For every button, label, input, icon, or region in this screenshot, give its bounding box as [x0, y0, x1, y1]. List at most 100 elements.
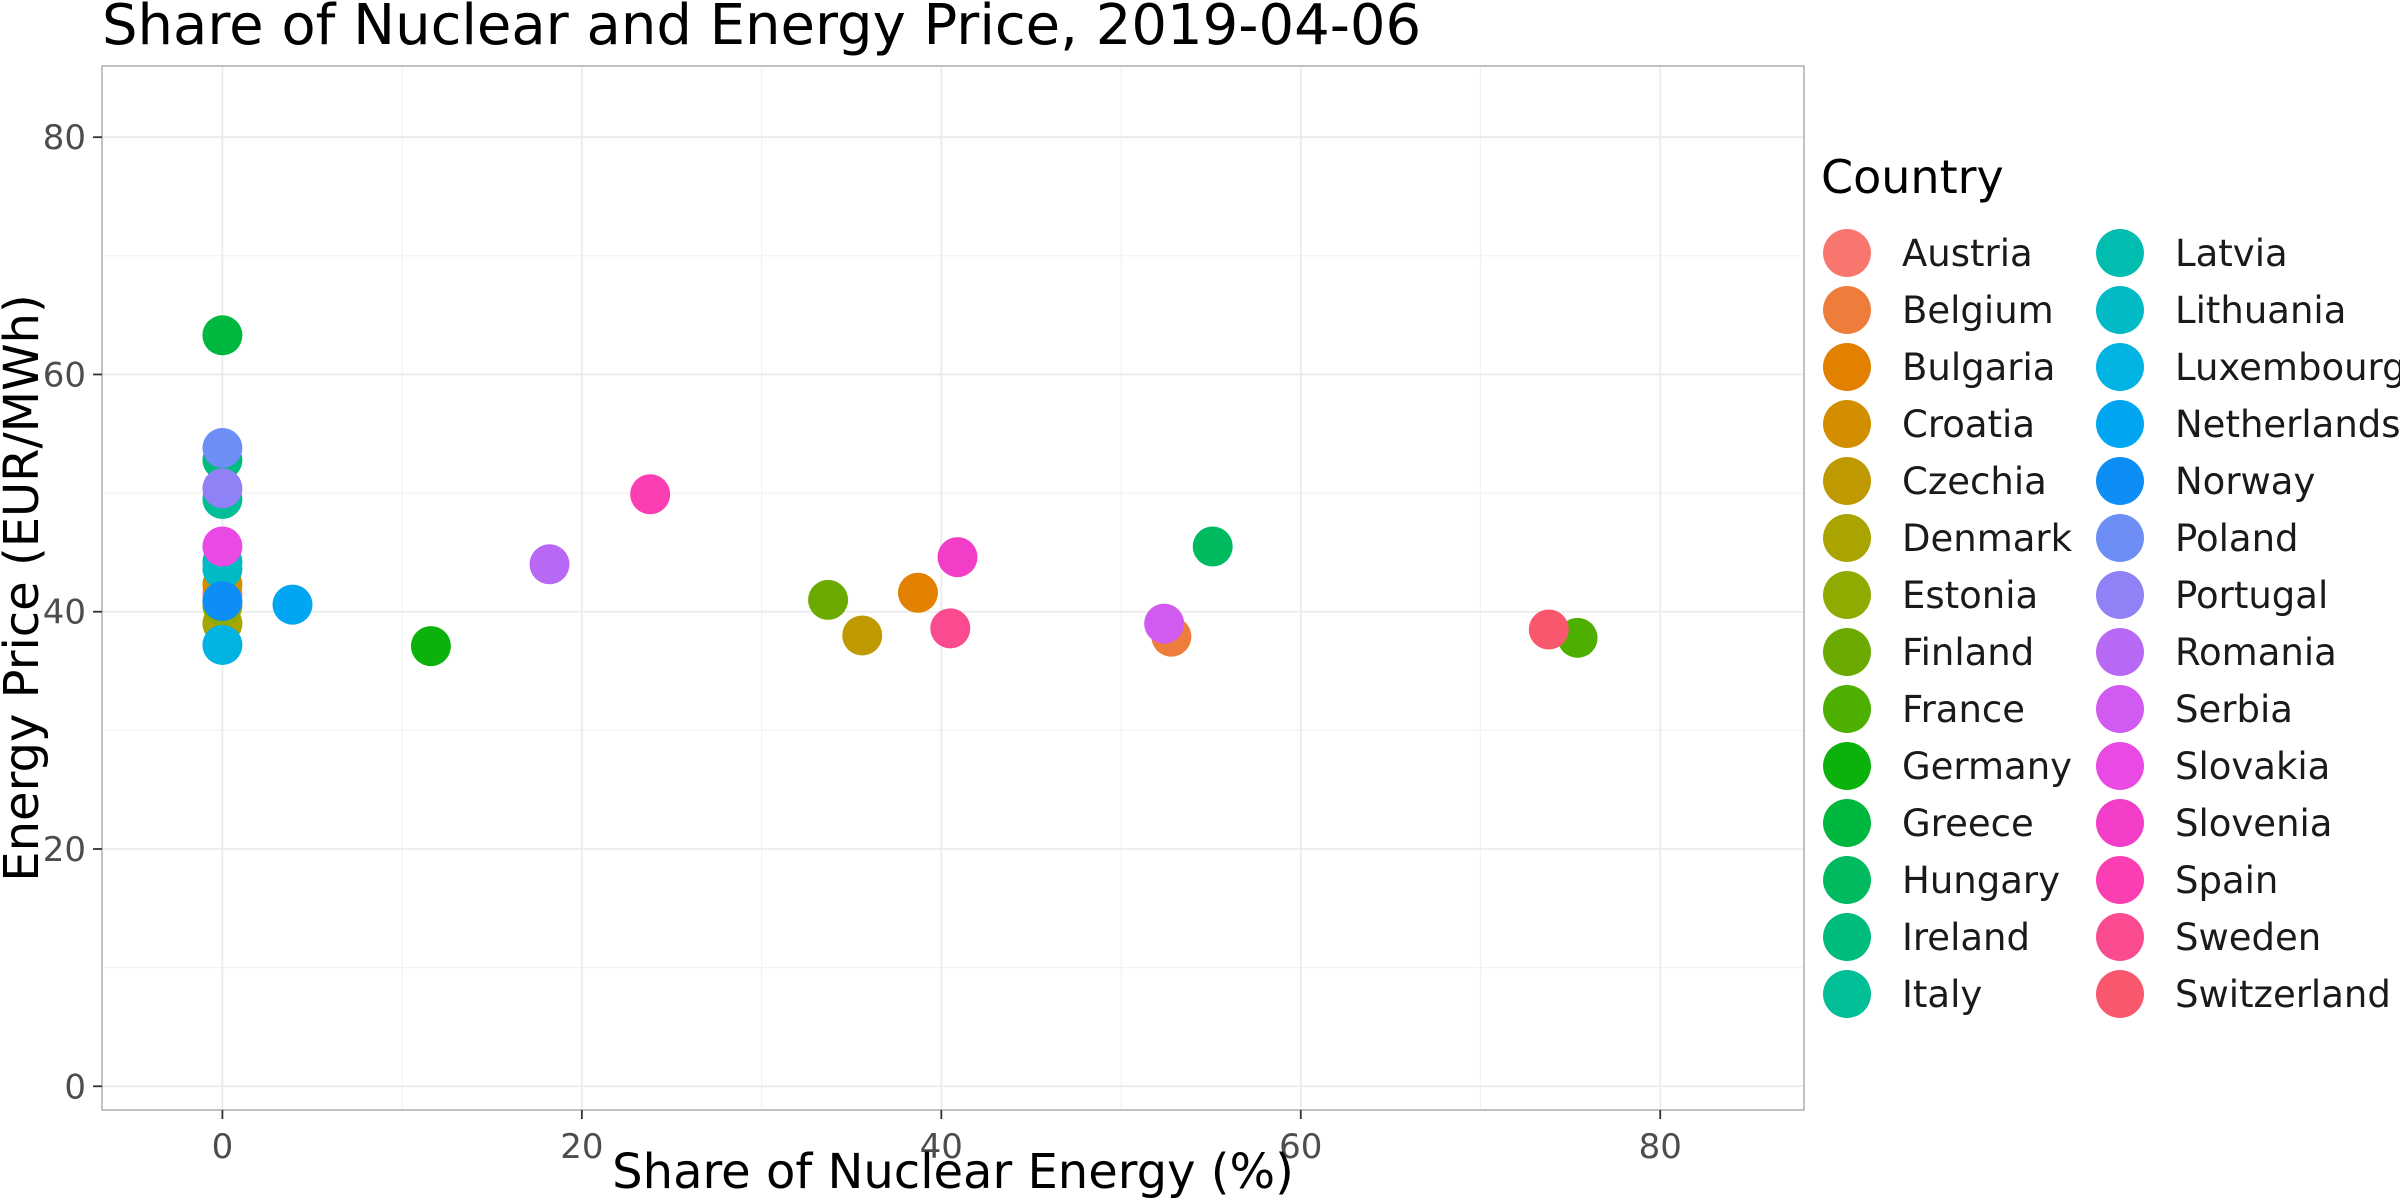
legend-item-greece: Greece — [1823, 799, 2034, 847]
legend-label: Italy — [1902, 973, 1982, 1016]
data-point-czechia — [842, 615, 883, 656]
data-point-slovenia — [937, 537, 978, 578]
legend-item-hungary: Hungary — [1823, 856, 2060, 904]
legend-item-czechia: Czechia — [1823, 457, 2047, 505]
data-point-germany — [410, 626, 451, 667]
legend-key-finland — [1823, 628, 1871, 676]
x-tick-label: 40 — [920, 1127, 963, 1167]
y-axis-title: Energy Price (EUR/MWh) — [0, 294, 50, 881]
legend-item-finland: Finland — [1823, 628, 2034, 676]
y-tick-label: 20 — [43, 830, 86, 870]
legend-key-denmark — [1823, 514, 1871, 562]
legend-key-belgium — [1823, 286, 1871, 334]
legend-item-bulgaria: Bulgaria — [1823, 343, 2055, 391]
y-axis-ticks: 0 20 40 60 80 — [43, 118, 102, 1107]
legend-item-italy: Italy — [1823, 970, 1982, 1018]
legend-item-luxembourg: Luxembourg — [2096, 343, 2400, 391]
legend-label: Spain — [2175, 859, 2278, 902]
legend-item-netherlands: Netherlands — [2096, 400, 2400, 448]
legend-key-estonia — [1823, 571, 1871, 619]
legend-key-greece — [1823, 799, 1871, 847]
data-point-bulgaria — [897, 572, 938, 613]
legend-key-serbia — [2096, 685, 2144, 733]
data-point-switzerland — [1528, 609, 1569, 650]
legend-item-croatia: Croatia — [1823, 400, 2035, 448]
legend-key-latvia — [2096, 229, 2144, 277]
legend-key-croatia — [1823, 400, 1871, 448]
legend-item-portugal: Portugal — [2096, 571, 2328, 619]
legend-label: Portugal — [2175, 574, 2328, 617]
legend-label: Bulgaria — [1902, 346, 2055, 389]
y-tick-label: 40 — [43, 593, 86, 633]
legend-key-portugal — [2096, 571, 2144, 619]
legend-key-czechia — [1823, 457, 1871, 505]
legend-item-ireland: Ireland — [1823, 913, 2030, 961]
legend-title: Country — [1821, 150, 2004, 204]
legend-item-sweden: Sweden — [2096, 913, 2321, 961]
legend-key-slovakia — [2096, 742, 2144, 790]
legend-key-norway — [2096, 457, 2144, 505]
data-point-luxembourg — [202, 624, 243, 665]
legend-label: Czechia — [1902, 460, 2047, 503]
legend-key-slovenia — [2096, 799, 2144, 847]
legend-key-hungary — [1823, 856, 1871, 904]
legend-item-austria: Austria — [1823, 229, 2033, 277]
data-point-portugal — [202, 468, 243, 509]
legend-label: Croatia — [1902, 403, 2035, 446]
legend-label: France — [1902, 688, 2025, 731]
data-point-slovakia — [202, 526, 243, 567]
legend-key-lithuania — [2096, 286, 2144, 334]
legend-item-romania: Romania — [2096, 628, 2337, 676]
x-axis-ticks: 0 20 40 60 80 — [212, 1110, 1682, 1167]
legend-label: Hungary — [1902, 859, 2060, 902]
legend-item-slovenia: Slovenia — [2096, 799, 2332, 847]
legend-key-spain — [2096, 856, 2144, 904]
legend-key-luxembourg — [2096, 343, 2144, 391]
legend-key-poland — [2096, 514, 2144, 562]
legend-key-italy — [1823, 970, 1871, 1018]
legend-label: Ireland — [1902, 916, 2030, 959]
data-point-norway — [202, 581, 243, 622]
legend-label: Poland — [2175, 517, 2299, 560]
legend-label: Finland — [1902, 631, 2034, 674]
legend-label: Lithuania — [2175, 289, 2346, 332]
y-tick-label: 80 — [43, 118, 86, 158]
data-point-netherlands — [272, 584, 313, 625]
legend-item-germany: Germany — [1823, 742, 2072, 790]
legend-label: Denmark — [1902, 517, 2073, 560]
legend-item-slovakia: Slovakia — [2096, 742, 2330, 790]
legend-item-serbia: Serbia — [2096, 685, 2293, 733]
legend-label: Sweden — [2175, 916, 2321, 959]
legend-item-belgium: Belgium — [1823, 286, 2054, 334]
legend-label: Greece — [1902, 802, 2034, 845]
plot-panel — [102, 66, 1804, 1110]
legend-key-austria — [1823, 229, 1871, 277]
data-point-sweden — [930, 608, 971, 649]
legend-label: Netherlands — [2175, 403, 2400, 446]
legend-label: Latvia — [2175, 232, 2288, 275]
legend-label: Germany — [1902, 745, 2072, 788]
legend-label: Estonia — [1902, 574, 2038, 617]
legend-item-lithuania: Lithuania — [2096, 286, 2346, 334]
legend-key-germany — [1823, 742, 1871, 790]
legend-key-romania — [2096, 628, 2144, 676]
chart-title: Share of Nuclear and Energy Price, 2019-… — [102, 0, 1421, 58]
legend-item-switzerland: Switzerland — [2096, 970, 2391, 1018]
legend-label: Norway — [2175, 460, 2315, 503]
legend-item-denmark: Denmark — [1823, 514, 2073, 562]
data-point-poland — [202, 428, 243, 469]
legend-key-netherlands — [2096, 400, 2144, 448]
data-point-hungary — [1192, 526, 1233, 567]
legend-label: Serbia — [2175, 688, 2293, 731]
x-tick-label: 80 — [1639, 1127, 1682, 1167]
data-point-serbia — [1144, 603, 1185, 644]
x-tick-label: 20 — [560, 1127, 603, 1167]
x-axis-title: Share of Nuclear Energy (%) — [612, 1144, 1294, 1200]
legend-item-poland: Poland — [2096, 514, 2299, 562]
legend-item-norway: Norway — [2096, 457, 2315, 505]
legend-item-spain: Spain — [2096, 856, 2278, 904]
legend: Austria Belgium Bulgaria Croatia Czechia Denm… — [1823, 229, 2400, 1018]
legend-item-france: France — [1823, 685, 2025, 733]
legend-label: Switzerland — [2175, 973, 2391, 1016]
